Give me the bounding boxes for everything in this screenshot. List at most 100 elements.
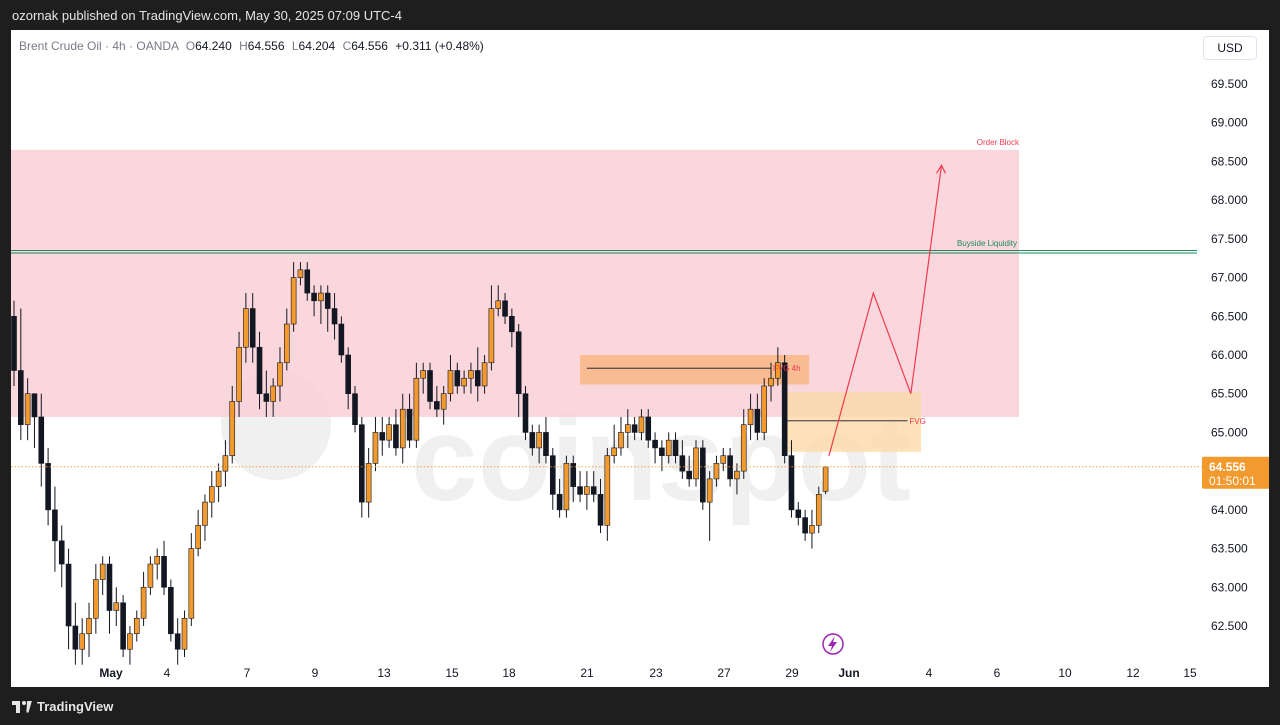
candle-body bbox=[631, 424, 638, 433]
candle bbox=[570, 455, 577, 503]
candle-body bbox=[161, 556, 167, 588]
candle-body bbox=[256, 346, 263, 395]
candle-body bbox=[133, 617, 140, 635]
x-tick-label: 29 bbox=[785, 666, 799, 680]
chart-panel[interactable]: coinspot Order Block Buyside Liquidity FV… bbox=[11, 30, 1269, 687]
candle-body bbox=[645, 416, 652, 441]
candle-body bbox=[65, 563, 72, 627]
candle bbox=[631, 416, 638, 441]
candle bbox=[263, 370, 270, 417]
candle-body bbox=[270, 385, 276, 402]
candle-body bbox=[243, 308, 249, 348]
candle bbox=[624, 409, 631, 448]
tradingview-logo[interactable]: TradingView bbox=[12, 699, 113, 714]
candle-body bbox=[147, 563, 154, 588]
candle bbox=[788, 440, 795, 518]
candle-body bbox=[611, 447, 617, 456]
candle-body bbox=[522, 393, 529, 433]
candle bbox=[809, 509, 815, 549]
zones-layer: Order Block Buyside Liquidity bbox=[11, 138, 1197, 452]
candle-body bbox=[38, 416, 45, 464]
y-tick-label: 65.000 bbox=[1211, 425, 1248, 439]
candle bbox=[447, 355, 454, 402]
candle bbox=[45, 447, 51, 526]
candle bbox=[597, 478, 604, 534]
candle bbox=[611, 424, 617, 464]
order-block-label: Order Block bbox=[977, 138, 1020, 147]
candle-body bbox=[515, 331, 522, 395]
candle-body bbox=[659, 447, 665, 456]
candle bbox=[406, 393, 413, 448]
candle-body bbox=[461, 377, 467, 387]
candle bbox=[775, 347, 781, 386]
x-tick-label: 15 bbox=[1183, 666, 1197, 680]
candle bbox=[706, 471, 713, 541]
low-label: L bbox=[291, 39, 299, 53]
candle bbox=[147, 556, 154, 596]
candle bbox=[822, 466, 829, 495]
candle bbox=[747, 393, 754, 441]
candle-body bbox=[359, 424, 365, 503]
candle-body bbox=[474, 370, 481, 387]
candle-body bbox=[52, 509, 58, 542]
candle-body bbox=[590, 486, 597, 495]
candle bbox=[208, 471, 215, 518]
x-tick-label: 12 bbox=[1126, 666, 1140, 680]
candle-body bbox=[229, 401, 236, 456]
currency-button[interactable]: USD bbox=[1203, 36, 1257, 60]
candle bbox=[181, 610, 188, 657]
x-tick-label: 6 bbox=[994, 666, 1001, 680]
candle bbox=[727, 447, 733, 487]
candle bbox=[734, 463, 740, 495]
candle bbox=[502, 293, 508, 325]
candle bbox=[474, 347, 481, 402]
x-tick-label: May bbox=[99, 666, 123, 680]
y-tick-label: 67.000 bbox=[1211, 271, 1248, 285]
lightning-circle bbox=[822, 633, 844, 655]
candle bbox=[754, 393, 761, 441]
candle bbox=[168, 579, 174, 642]
candle-body bbox=[413, 377, 420, 441]
y-tick-label: 63.500 bbox=[1211, 542, 1248, 556]
candle-body bbox=[45, 463, 51, 511]
candle bbox=[120, 595, 126, 657]
candle-body bbox=[168, 586, 174, 635]
candle bbox=[461, 370, 467, 394]
candle bbox=[481, 355, 488, 394]
x-tick-label: 21 bbox=[580, 666, 594, 680]
change-value: +0.311 (+0.48%) bbox=[395, 39, 484, 53]
candle bbox=[713, 455, 720, 487]
x-tick-label: 18 bbox=[502, 666, 516, 680]
candle bbox=[761, 378, 768, 441]
candle-body bbox=[624, 424, 631, 433]
candle bbox=[38, 393, 45, 487]
x-tick-label: 7 bbox=[244, 666, 251, 680]
candle-body bbox=[345, 354, 351, 395]
candle-body bbox=[106, 563, 113, 611]
fvg-label: FVG bbox=[909, 417, 925, 426]
candle bbox=[454, 362, 461, 394]
candle bbox=[515, 324, 522, 417]
candle bbox=[700, 440, 706, 510]
candle-body bbox=[768, 377, 774, 387]
candle bbox=[311, 285, 317, 317]
candle bbox=[420, 362, 427, 394]
candle-body bbox=[686, 470, 692, 480]
candle-body bbox=[740, 424, 747, 472]
candle bbox=[672, 432, 679, 464]
candle bbox=[222, 440, 229, 487]
x-tick-label: 13 bbox=[377, 666, 391, 680]
lightning-icon bbox=[822, 633, 844, 655]
candle-body bbox=[113, 602, 120, 611]
candle-body bbox=[584, 486, 590, 495]
symbol-name: Brent Crude Oil · 4h · OANDA bbox=[19, 39, 179, 53]
candle-body bbox=[311, 292, 317, 302]
candle bbox=[488, 285, 495, 371]
x-tick-label: 27 bbox=[717, 666, 731, 680]
y-tick-label: 63.000 bbox=[1211, 580, 1248, 594]
candle-body bbox=[720, 455, 727, 464]
candle bbox=[24, 378, 31, 441]
candle-body bbox=[379, 432, 386, 441]
